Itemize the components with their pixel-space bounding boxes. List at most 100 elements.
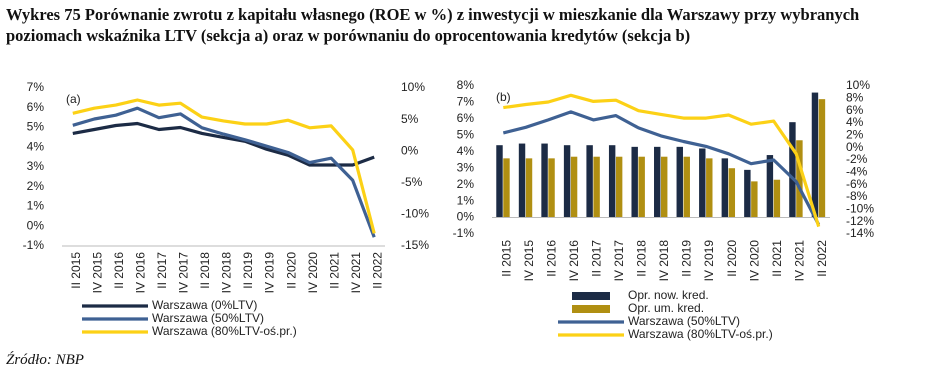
legend-swatch bbox=[572, 305, 610, 313]
y-tick-label: 1% bbox=[27, 199, 45, 213]
x-tick-label: II 2017 bbox=[155, 252, 169, 289]
y2-tick-label: 4% bbox=[846, 115, 864, 129]
x-tick-label: IV 2020 bbox=[747, 240, 761, 282]
x-tick-label: II 2019 bbox=[241, 252, 255, 289]
x-tick-label: IV 2020 bbox=[306, 252, 320, 294]
y2-tick-label: 6% bbox=[846, 103, 864, 117]
legend-label: Opr. um. kred. bbox=[628, 301, 704, 315]
x-tick-label: IV 2018 bbox=[657, 240, 671, 282]
y-tick-label: 0% bbox=[457, 210, 475, 224]
y2-tick-label: 0% bbox=[846, 140, 864, 154]
y2-tick-label: -10% bbox=[846, 202, 874, 216]
charts: -1% 0% 1% 2% 3% 4% 5% 6% 7% -15% -10% -5% 0% 5% 10% (a)… bbox=[23, 78, 875, 341]
y2-tick-label: 10% bbox=[846, 78, 870, 92]
y2-tick-label: -5% bbox=[401, 175, 423, 189]
y-tick-label: 3% bbox=[27, 159, 45, 173]
bar bbox=[631, 146, 638, 218]
line-series bbox=[72, 98, 376, 234]
y2-tick-label: 10% bbox=[401, 80, 425, 94]
bar bbox=[676, 146, 683, 218]
x-tick-label: IV 2015 bbox=[90, 252, 104, 294]
legend-label: Warszawa (0%LTV) bbox=[152, 298, 257, 312]
x-tick-label: II 2016 bbox=[112, 252, 126, 289]
bar bbox=[525, 158, 533, 218]
bar bbox=[699, 148, 706, 218]
bar bbox=[548, 158, 555, 218]
x-tick-label: IV 2016 bbox=[567, 240, 581, 282]
bar bbox=[766, 155, 774, 218]
x-tick-label: II 2017 bbox=[590, 240, 604, 277]
bar bbox=[608, 145, 616, 218]
x-tick-label: IV 2021 bbox=[792, 240, 806, 282]
bar bbox=[586, 145, 593, 218]
bar bbox=[615, 156, 623, 218]
y-tick-label: 4% bbox=[457, 144, 475, 158]
bar bbox=[518, 143, 526, 218]
legend-label: Opr. now. kred. bbox=[628, 288, 709, 302]
x-tick-label: II 2019 bbox=[680, 240, 694, 277]
x-tick-label: IV 2017 bbox=[612, 240, 626, 282]
y2-tick-label: 5% bbox=[401, 112, 419, 126]
bar bbox=[728, 168, 736, 218]
bar bbox=[789, 122, 796, 218]
panel-label: (b) bbox=[496, 90, 511, 104]
y-tick-label: 2% bbox=[457, 177, 475, 191]
bar bbox=[683, 156, 690, 218]
y-tick-label: 5% bbox=[457, 128, 475, 142]
bar bbox=[811, 92, 819, 218]
line-series bbox=[72, 106, 376, 238]
x-tick-label: II 2021 bbox=[770, 240, 784, 277]
y-tick-label: 3% bbox=[457, 160, 475, 174]
line-series bbox=[502, 110, 821, 226]
bar bbox=[496, 145, 503, 218]
x-tick-label: II 2016 bbox=[545, 240, 559, 277]
y-tick-label: 6% bbox=[457, 111, 475, 125]
bar bbox=[593, 156, 600, 218]
y2-tick-label: 8% bbox=[846, 91, 864, 105]
bar bbox=[818, 99, 826, 218]
y2-tick-label: -4% bbox=[846, 165, 868, 179]
legend-label: Warszawa (80%LTV-oś.pr.) bbox=[628, 327, 773, 341]
y2-tick-label: -2% bbox=[846, 152, 868, 166]
bar bbox=[661, 156, 668, 218]
x-tick-label: IV 2016 bbox=[134, 252, 148, 294]
y2-tick-label: -14% bbox=[846, 226, 874, 240]
x-tick-label: II 2020 bbox=[725, 240, 739, 277]
x-tick-label: IV 2015 bbox=[522, 240, 536, 282]
y-tick-label: 6% bbox=[27, 100, 45, 114]
y2-tick-label: -10% bbox=[401, 207, 429, 221]
y-tick-label: 5% bbox=[27, 120, 45, 134]
legend-label: Warszawa (50%LTV) bbox=[152, 311, 264, 325]
x-tick-label: II 2022 bbox=[370, 252, 384, 289]
x-tick-label: II 2020 bbox=[284, 252, 298, 289]
x-tick-label: IV 2019 bbox=[263, 252, 277, 294]
y-tick-label: 4% bbox=[27, 139, 45, 153]
y2-tick-label: -8% bbox=[846, 189, 868, 203]
bar bbox=[570, 156, 578, 218]
x-tick-label: IV 2018 bbox=[220, 252, 234, 294]
y2-tick-label: -12% bbox=[846, 214, 874, 228]
y2-tick-label: -6% bbox=[846, 177, 868, 191]
legend-label: Warszawa (80%LTV-oś.pr.) bbox=[152, 324, 297, 338]
bar bbox=[654, 146, 661, 218]
bar bbox=[744, 169, 751, 218]
y2-tick-label: 0% bbox=[401, 143, 419, 157]
x-tick-label: IV 2021 bbox=[349, 252, 363, 294]
bar bbox=[563, 145, 571, 218]
y-tick-label: 2% bbox=[27, 179, 45, 193]
y-tick-label: -1% bbox=[453, 226, 475, 240]
x-tick-label: II 2021 bbox=[327, 252, 341, 289]
x-tick-label: II 2015 bbox=[499, 240, 513, 277]
page-title: Wykres 75 Porównanie zwrotu z kapitału w… bbox=[6, 5, 860, 45]
bar bbox=[751, 181, 758, 218]
panel-label: (a) bbox=[66, 92, 81, 106]
bar bbox=[721, 158, 729, 218]
y-tick-label: 8% bbox=[457, 78, 475, 92]
x-tick-label: II 2022 bbox=[815, 240, 829, 277]
y2-tick-label: -15% bbox=[401, 238, 429, 252]
x-tick-label: IV 2017 bbox=[177, 252, 191, 294]
bar bbox=[638, 156, 645, 218]
y-tick-label: 7% bbox=[457, 95, 475, 109]
x-tick-label: IV 2019 bbox=[702, 240, 716, 282]
